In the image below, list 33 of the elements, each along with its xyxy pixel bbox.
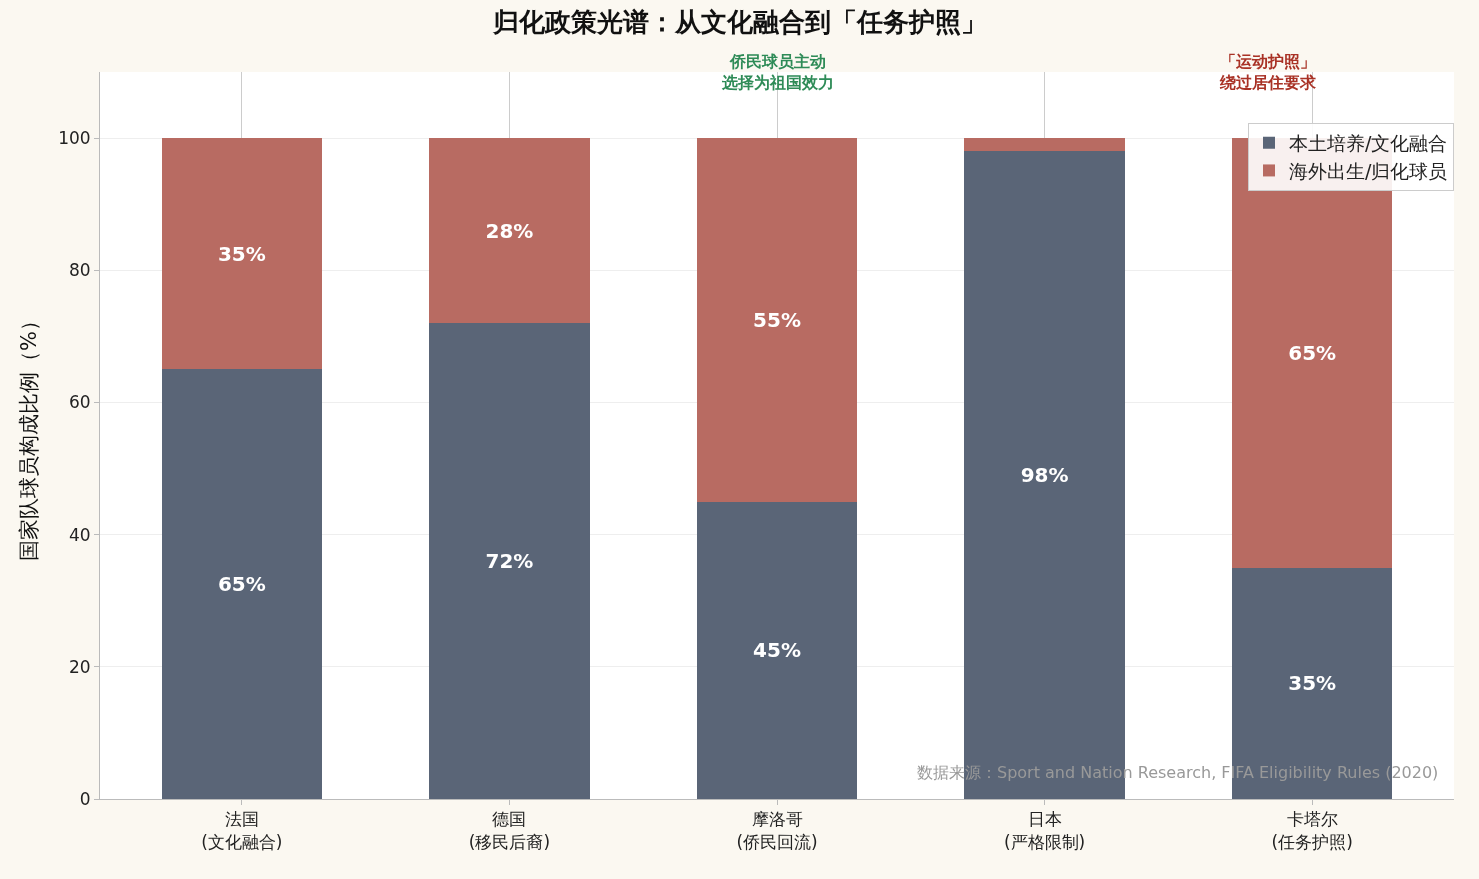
bar [161, 369, 323, 799]
bar [429, 138, 590, 324]
data-label: 65% [217, 572, 266, 597]
data-label: 98% [1020, 463, 1069, 488]
legend-label: 本土培养/文化融合 [1289, 132, 1448, 155]
data-label: 65% [1288, 340, 1337, 365]
y-tick-label: 0 [79, 788, 91, 809]
annotation: 侨民球员主动选择为祖国效力 [721, 52, 834, 92]
y-axis-title: 国家队球员构成比例（%） [17, 310, 42, 561]
bar [429, 323, 590, 799]
y-tick-label: 60 [68, 392, 91, 413]
legend-label: 海外出生/归化球员 [1289, 159, 1448, 182]
y-tick-label: 80 [68, 260, 91, 281]
x-tick-label: 德国 (移民后裔) [468, 809, 551, 852]
data-label: 45% [753, 638, 801, 663]
x-tick-label: 法国 (文化融合) [201, 809, 283, 852]
bar [161, 138, 323, 370]
data-label: 72% [485, 549, 534, 574]
y-tick-label: 100 [58, 128, 91, 149]
bar [696, 138, 858, 502]
x-tick-label: 卡塔尔 (任务护照) [1271, 809, 1353, 852]
y-tick-label: 40 [68, 524, 91, 545]
x-tick-label: 日本 (严格限制) [1003, 809, 1086, 852]
x-tick-label: 摩洛哥 (侨民回流) [736, 809, 818, 852]
annotation: 「运动护照」绕过居住要求 [1219, 52, 1317, 92]
data-label: 28% [485, 218, 534, 243]
data-label: 35% [1288, 671, 1337, 696]
data-label: 35% [217, 241, 266, 266]
y-tick-label: 20 [68, 656, 91, 677]
bar [696, 501, 858, 799]
bar [964, 138, 1125, 152]
chart-title: 归化政策光谱：从文化融合到「任务护照」 [491, 7, 987, 38]
data-label: 55% [753, 307, 801, 332]
